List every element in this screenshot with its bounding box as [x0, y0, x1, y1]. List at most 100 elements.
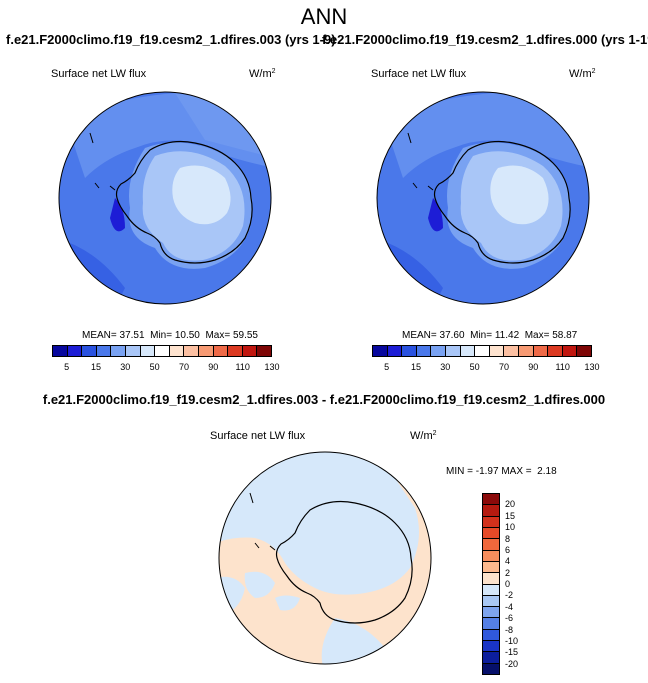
right-colorbar-box: [431, 346, 446, 356]
right-colorbar-box: [402, 346, 417, 356]
right-colorbar-box: [504, 346, 519, 356]
left-colorbar-tick-label: 110: [235, 362, 250, 372]
diff-colorbar-box: [483, 494, 499, 506]
left-panel-subtitle: f.e21.F2000climo.f19_f19.cesm2_1.dfires.…: [6, 32, 336, 47]
diff-colorbar-box: [483, 561, 499, 574]
right-colorbar-box: [445, 346, 461, 356]
left-colorbar-box: [96, 346, 112, 356]
left-colorbar-box: [213, 346, 229, 356]
diff-colorbar-box: [483, 641, 499, 653]
left-colorbar-box: [198, 346, 214, 356]
diff-polar-map: [218, 451, 432, 665]
right-colorbar-tick-label: 15: [410, 362, 422, 372]
left-colorbar-tick-label: 70: [178, 362, 190, 372]
diff-colorbar-box: [483, 663, 499, 674]
right-colorbar-box: [475, 346, 490, 356]
diff-colorbar-box: [483, 607, 499, 619]
left-colorbar-tick-label: 30: [120, 362, 131, 372]
diff-variable-label: Surface net LW flux: [210, 430, 306, 442]
diff-colorbar-box: [483, 573, 499, 585]
right-colorbar-tick-label: 50: [469, 362, 480, 372]
right-colorbar-box: [373, 346, 388, 356]
diff-colorbar-tick-label: 20: [505, 499, 516, 510]
diff-colorbar-box: [483, 516, 499, 528]
right-map-contours: [377, 92, 589, 304]
left-map-contours: [59, 92, 271, 304]
left-colorbar-box: [155, 346, 170, 356]
right-colorbar-box: [489, 346, 505, 356]
diff-colorbar-tick-label: -2: [505, 590, 514, 601]
diff-colorbar-tick-label: 4: [505, 556, 511, 567]
left-colorbar-box: [228, 346, 243, 356]
diff-colorbar-tick-label: -6: [505, 613, 514, 624]
right-colorbar-tick-label: 110: [555, 362, 570, 372]
right-colorbar-box: [518, 346, 534, 356]
left-colorbar: [52, 345, 272, 357]
diff-colorbar-box: [483, 584, 499, 596]
right-colorbar-box: [577, 346, 591, 356]
diff-colorbar-tick-label: -4: [505, 601, 514, 612]
right-variable-label: Surface net LW flux: [371, 68, 467, 80]
left-units-label: W/m2: [249, 68, 276, 80]
right-stats: MEAN= 37.60 Min= 11.42 Max= 58.87: [402, 330, 578, 341]
diff-colorbar-tick-label: -10: [505, 635, 519, 646]
diff-colorbar-tick-label: 10: [505, 522, 516, 533]
left-colorbar-tick-label: 50: [149, 362, 160, 372]
left-colorbar-box: [169, 346, 185, 356]
right-colorbar-box: [533, 346, 549, 356]
diff-colorbar-box: [483, 595, 499, 608]
right-units-label: W/m2: [569, 68, 596, 80]
right-colorbar-box: [387, 346, 403, 356]
diff-colorbar-tick-label: 2: [505, 567, 511, 578]
diff-colorbar-box: [483, 527, 499, 540]
left-colorbar-box: [53, 346, 68, 356]
diff-colorbar-tick-label: 15: [505, 510, 516, 521]
left-colorbar-ticks: 5 15 30 50 70 90 110 130: [52, 362, 279, 374]
right-colorbar-tick-label: 5: [384, 362, 390, 372]
diff-colorbar-tick-label: 8: [505, 533, 511, 544]
diff-units-label: W/m2: [410, 430, 437, 442]
diff-colorbar-ticks: 20 15 10 8 6 4 2 0 -2 -4 -6 -8 -10 -15 -20: [505, 493, 535, 675]
left-colorbar-box: [140, 346, 156, 356]
left-colorbar-tick-label: 90: [208, 362, 219, 372]
diff-colorbar-box: [483, 550, 499, 562]
difference-title: f.e21.F2000climo.f19_f19.cesm2_1.dfires.…: [42, 392, 606, 407]
diff-colorbar-tick-label: 0: [505, 579, 511, 589]
right-polar-map: [376, 91, 590, 305]
right-colorbar-box: [460, 346, 476, 356]
diff-colorbar: [482, 493, 500, 675]
left-variable-label: Surface net LW flux: [51, 68, 147, 80]
left-colorbar-tick-label: 15: [90, 362, 102, 372]
right-panel-subtitle: f.e21.F2000climo.f19_f19.cesm2_1.dfires.…: [322, 32, 648, 47]
right-colorbar-box: [562, 346, 578, 356]
left-colorbar-tick-label: 130: [264, 362, 280, 372]
right-colorbar-tick-label: 30: [440, 362, 451, 372]
diff-stats: MIN = -1.97 MAX = 2.18: [446, 466, 557, 477]
right-colorbar-tick-label: 130: [584, 362, 600, 372]
right-colorbar-box: [416, 346, 432, 356]
diff-coastline: [275, 500, 413, 624]
right-colorbar-tick-label: 70: [498, 362, 510, 372]
diff-colorbar-tick-label: 6: [505, 544, 511, 555]
left-coastline: [115, 140, 253, 264]
diff-colorbar-tick-label: -8: [505, 624, 514, 635]
diff-map-contours: [219, 452, 431, 664]
left-colorbar-box: [257, 346, 271, 356]
diff-colorbar-box: [483, 539, 499, 551]
left-colorbar-box: [82, 346, 97, 356]
diff-colorbar-tick-label: -20: [505, 658, 519, 669]
diff-colorbar-box: [483, 618, 499, 630]
left-colorbar-box: [67, 346, 83, 356]
left-colorbar-box: [125, 346, 141, 356]
figure-title: ANN: [300, 4, 348, 29]
left-colorbar-box: [184, 346, 199, 356]
left-polar-map: [58, 91, 272, 305]
right-colorbar-ticks: 5 15 30 50 70 90 110 130: [372, 362, 599, 374]
diff-colorbar-tick-label: -15: [505, 647, 519, 658]
right-colorbar-box: [548, 346, 563, 356]
diff-colorbar-box: [483, 505, 499, 517]
right-coastline: [433, 140, 571, 264]
left-stats: MEAN= 37.51 Min= 10.50 Max= 59.55: [82, 330, 258, 341]
left-colorbar-tick-label: 5: [64, 362, 70, 372]
diff-colorbar-box: [483, 629, 499, 642]
